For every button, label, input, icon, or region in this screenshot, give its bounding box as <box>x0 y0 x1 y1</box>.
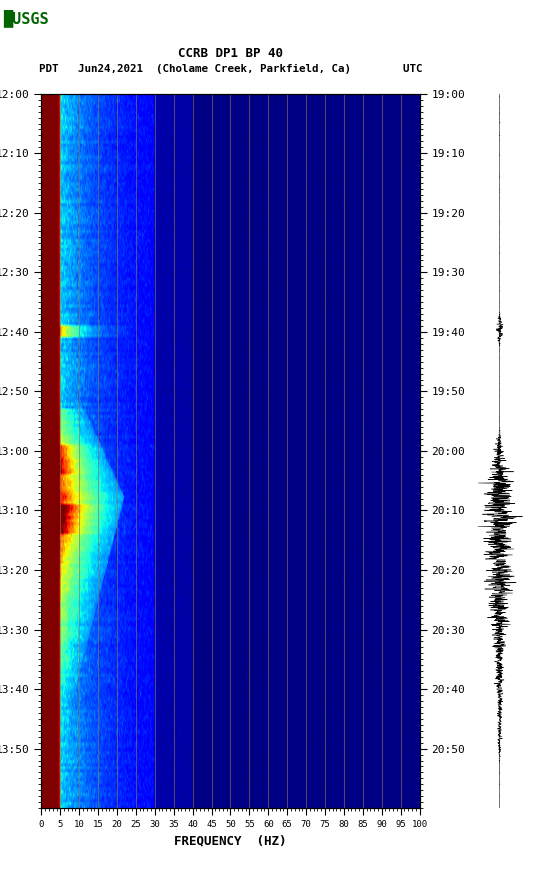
Text: █USGS: █USGS <box>3 9 49 27</box>
Text: CCRB DP1 BP 40: CCRB DP1 BP 40 <box>178 47 283 60</box>
Text: PDT   Jun24,2021  (Cholame Creek, Parkfield, Ca)        UTC: PDT Jun24,2021 (Cholame Creek, Parkfield… <box>39 63 422 74</box>
X-axis label: FREQUENCY  (HZ): FREQUENCY (HZ) <box>174 835 286 847</box>
